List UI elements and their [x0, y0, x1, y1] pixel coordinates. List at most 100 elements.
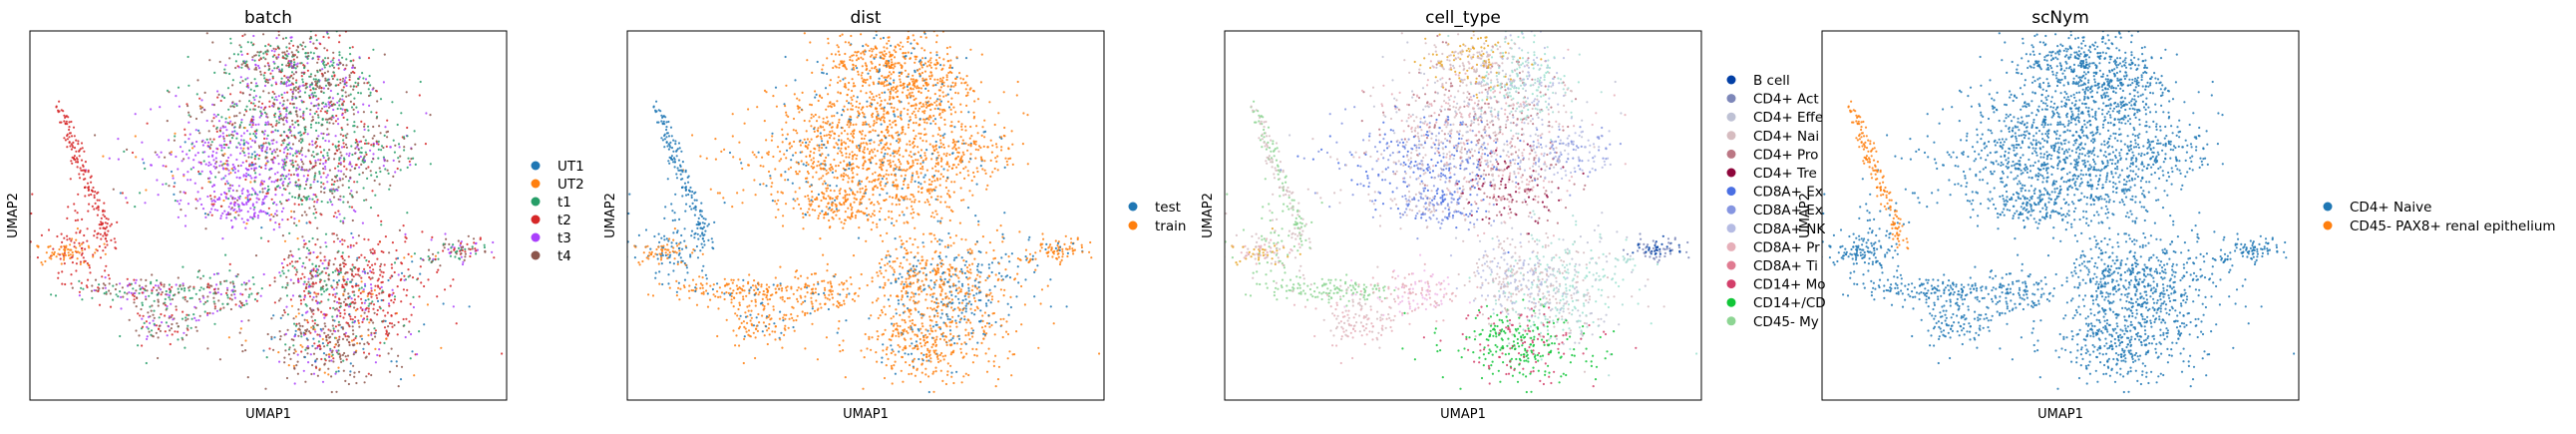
data-point [891, 103, 893, 105]
data-point [189, 116, 191, 118]
data-point [208, 130, 210, 132]
data-point [268, 143, 270, 145]
data-point [225, 72, 227, 74]
data-point [857, 111, 859, 113]
data-point [304, 197, 306, 199]
data-point [362, 172, 364, 174]
data-point [811, 166, 813, 168]
data-point [814, 90, 816, 92]
data-point [231, 185, 233, 187]
data-point [863, 142, 865, 144]
data-point [920, 87, 922, 89]
data-point [203, 303, 205, 305]
data-point [324, 78, 326, 80]
data-point [227, 183, 229, 185]
data-point [252, 97, 254, 99]
data-point [283, 100, 285, 102]
data-point [374, 249, 376, 251]
data-point [376, 141, 378, 143]
data-point [93, 234, 95, 236]
data-point [874, 210, 876, 212]
data-point [270, 338, 272, 340]
data-point [844, 77, 846, 79]
data-point [264, 212, 266, 214]
data-point [330, 375, 332, 377]
data-point [349, 281, 351, 283]
data-point [272, 314, 274, 316]
data-point [250, 82, 252, 84]
data-point [223, 138, 225, 140]
data-point [239, 144, 241, 146]
data-point [160, 313, 162, 315]
data-point [154, 323, 156, 325]
data-point [815, 172, 817, 174]
data-point [353, 181, 355, 183]
data-point [313, 156, 315, 158]
data-point [240, 122, 242, 124]
data-point [333, 158, 335, 160]
data-point [222, 306, 224, 308]
data-point [291, 196, 293, 198]
data-point [194, 155, 196, 157]
data-point [360, 254, 362, 256]
data-point [820, 126, 822, 128]
data-point [403, 324, 405, 326]
data-point [357, 111, 359, 113]
data-point [406, 135, 408, 137]
data-point [268, 347, 270, 349]
data-point [315, 367, 317, 369]
data-point [256, 198, 258, 200]
data-point [315, 212, 317, 214]
data-point [351, 67, 353, 69]
data-point [355, 351, 357, 353]
data-point [153, 335, 155, 337]
data-point [450, 285, 452, 287]
data-point [234, 290, 236, 292]
data-point [799, 140, 801, 142]
data-point [204, 310, 206, 312]
data-point [969, 126, 971, 128]
data-point [185, 154, 187, 156]
data-point [861, 138, 863, 140]
data-point [343, 352, 345, 354]
data-point [810, 125, 812, 127]
data-point [244, 34, 246, 36]
data-point [295, 89, 297, 91]
data-point [165, 330, 167, 332]
data-point [794, 93, 796, 95]
data-point [240, 119, 242, 121]
data-point [252, 119, 254, 121]
data-point [331, 286, 333, 288]
data-point [94, 289, 96, 291]
data-point [62, 110, 64, 112]
data-point [869, 199, 871, 201]
data-point [349, 370, 351, 372]
data-point [405, 336, 407, 338]
data-point [151, 292, 153, 294]
data-point [213, 196, 215, 198]
data-point [305, 214, 307, 216]
data-point [845, 191, 847, 193]
data-point [400, 378, 402, 380]
data-point [77, 166, 79, 168]
data-point [856, 166, 858, 168]
data-point [299, 329, 301, 331]
data-point [380, 149, 382, 151]
data-point [248, 280, 250, 282]
data-point [377, 300, 379, 302]
data-point [74, 155, 76, 157]
data-point [832, 122, 834, 124]
data-point [266, 49, 268, 51]
legend-marker [532, 198, 541, 207]
data-point [338, 170, 340, 172]
data-point [869, 105, 871, 107]
data-point [493, 256, 495, 258]
data-point [228, 190, 230, 192]
data-point [255, 202, 257, 204]
data-point [71, 143, 73, 145]
data-point [377, 243, 379, 245]
data-point [299, 85, 301, 87]
data-point [263, 109, 265, 111]
data-point [894, 65, 896, 67]
data-point [211, 41, 213, 43]
